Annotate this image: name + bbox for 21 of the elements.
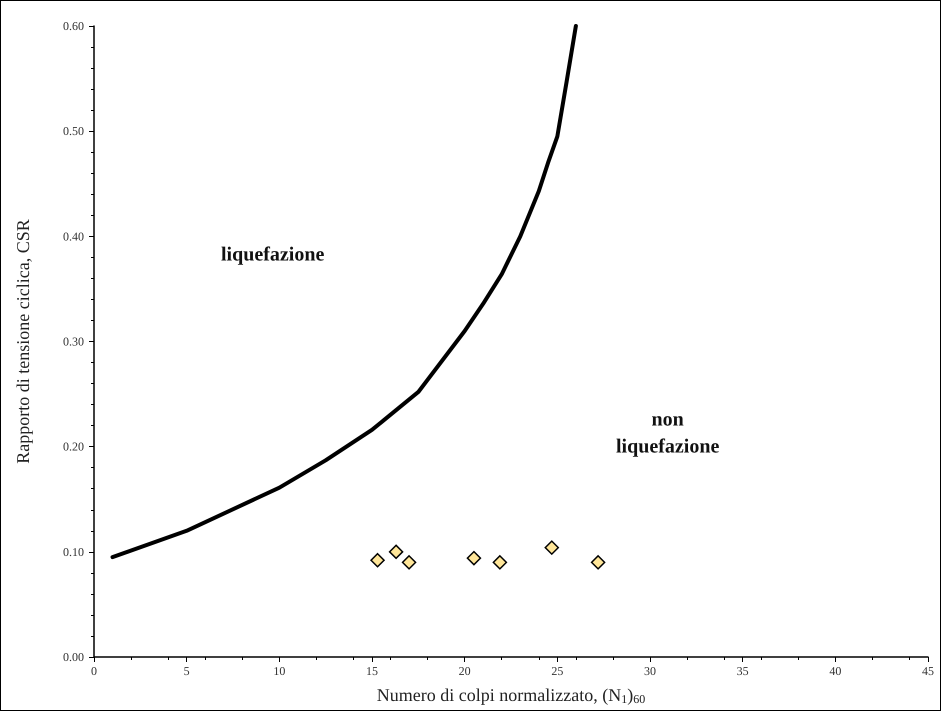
annotation: liquefazione — [221, 244, 324, 266]
x-tick-label: 0 — [91, 664, 97, 678]
y-tick-label: 0.40 — [63, 229, 84, 244]
y-tick-label: 0.00 — [63, 650, 84, 664]
x-tick-label: 10 — [273, 664, 286, 678]
y-tick-label: 0.50 — [63, 124, 84, 138]
y-tick-label: 0.20 — [63, 440, 84, 454]
x-tick-label: 35 — [736, 664, 749, 678]
y-tick-label: 0.10 — [63, 544, 84, 559]
x-tick-label: 30 — [644, 664, 656, 678]
x-tick-label: 20 — [458, 664, 471, 678]
x-tick-label: 5 — [184, 664, 190, 678]
y-tick-label: 0.30 — [63, 334, 84, 348]
x-tick-label: 15 — [366, 664, 378, 678]
line-series — [110, 24, 578, 560]
x-tick-label: 40 — [829, 664, 842, 678]
y-axis-title: Rapporto di tensione ciclica, CSR — [13, 219, 33, 464]
x-tick-label: 45 — [922, 664, 934, 678]
annotation: non liquefazione — [616, 408, 720, 458]
x-tick-label: 25 — [551, 664, 564, 678]
y-tick-label: 0.60 — [63, 19, 84, 33]
